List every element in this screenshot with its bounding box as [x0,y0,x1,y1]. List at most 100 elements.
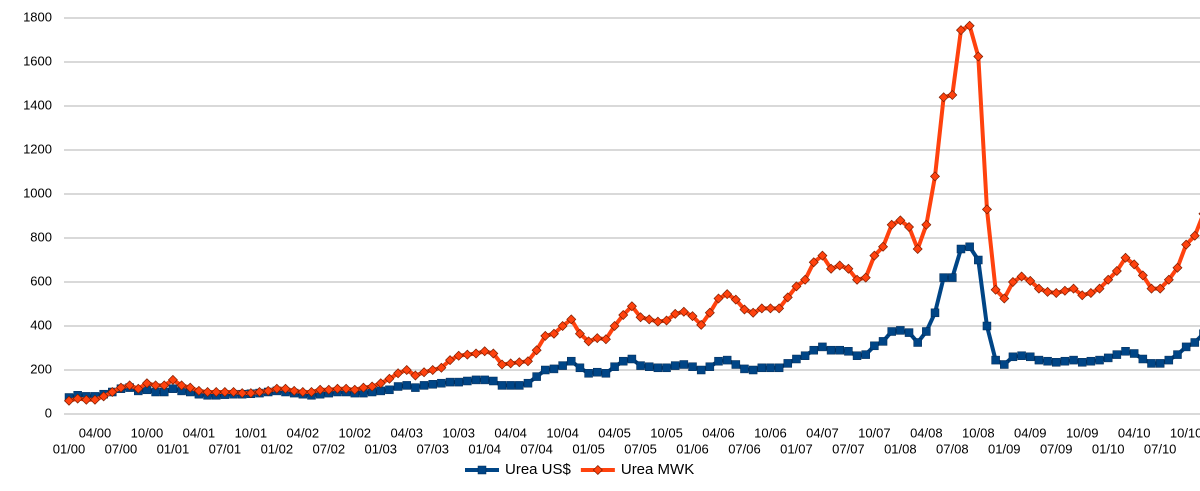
data-point [782,292,793,303]
data-point [1025,275,1036,286]
data-point [757,363,767,373]
data-point [722,289,733,300]
data-point [549,364,559,374]
data-point [297,387,308,397]
x-tick-label: 04/07 [806,425,839,440]
data-point [1033,283,1044,294]
data-point [1155,359,1165,368]
data-point [618,356,628,366]
data-point [1112,350,1122,359]
data-point [1155,283,1166,294]
data-point [870,341,879,351]
x-tick-label: 10/02 [339,425,372,440]
data-point [670,361,680,370]
data-point [835,345,844,355]
data-point [930,171,940,182]
data-point [904,222,915,232]
data-point [428,380,437,389]
data-point [705,362,715,371]
y-tick-label: 1400 [23,97,52,112]
y-tick-label: 1600 [23,53,52,68]
data-point [930,308,940,318]
data-point [1077,358,1087,367]
data-point [64,395,74,406]
data-point [514,357,525,368]
data-point [1138,354,1148,364]
data-point [89,394,100,405]
data-point [1043,356,1052,366]
data-point [714,356,723,366]
data-point [1000,360,1009,369]
data-point [999,293,1010,304]
data-point [1163,274,1174,285]
data-point [202,387,213,397]
data-point [1129,349,1139,358]
data-point [98,391,109,402]
data-point [1094,283,1105,294]
data-point [506,381,515,390]
data-point [662,363,671,373]
data-point [72,393,83,404]
data-point [670,308,681,319]
data-point [922,327,931,336]
data-point [124,380,135,391]
data-point [1086,356,1096,366]
data-point [436,362,447,373]
data-point [852,274,863,285]
legend-marker [477,465,487,475]
data-point [479,346,490,357]
data-point [540,330,551,341]
data-point [497,381,507,390]
x-tick-label: 01/06 [676,441,709,456]
data-point [237,388,248,399]
data-point [626,301,637,312]
data-point [1016,271,1027,282]
data-point [1008,352,1018,362]
x-tick-label: 10/08 [962,425,995,440]
data-point [791,281,802,292]
data-point [1060,356,1070,366]
data-point [1051,288,1062,298]
data-point [1172,262,1183,273]
data-point [1189,230,1200,241]
x-tick-label: 04/02 [287,425,320,440]
x-tick-label: 07/07 [832,441,865,456]
data-point [1042,286,1053,297]
data-point [1059,285,1070,296]
data-point [341,383,352,394]
data-point [739,304,750,315]
x-tick-label: 10/07 [858,425,891,440]
data-point [722,355,732,365]
x-tick-label: 07/08 [936,441,969,456]
data-point [1147,359,1156,368]
y-tick-label: 800 [30,229,52,244]
data-point [600,334,611,345]
data-point [393,368,404,379]
x-tick-label: 04/06 [702,425,735,440]
x-tick-label: 10/03 [442,425,475,440]
data-point [973,51,984,62]
data-point [644,362,654,371]
data-point [913,338,922,347]
data-point [427,365,438,375]
data-point [774,363,784,373]
data-point [384,373,395,384]
data-point [115,382,126,393]
data-point [228,387,239,397]
data-point [505,358,516,369]
plot [64,20,1200,406]
data-point [515,381,524,390]
data-point [323,384,334,395]
data-point [211,387,222,397]
data-point [756,303,767,314]
data-point [1181,342,1191,352]
x-tick-label: 01/02 [261,441,294,456]
data-point [661,315,672,326]
data-point [765,303,776,314]
x-tick-label: 10/09 [1066,425,1099,440]
data-point [593,367,602,377]
data-point [948,273,957,282]
data-point [541,365,550,375]
data-point [861,350,870,359]
